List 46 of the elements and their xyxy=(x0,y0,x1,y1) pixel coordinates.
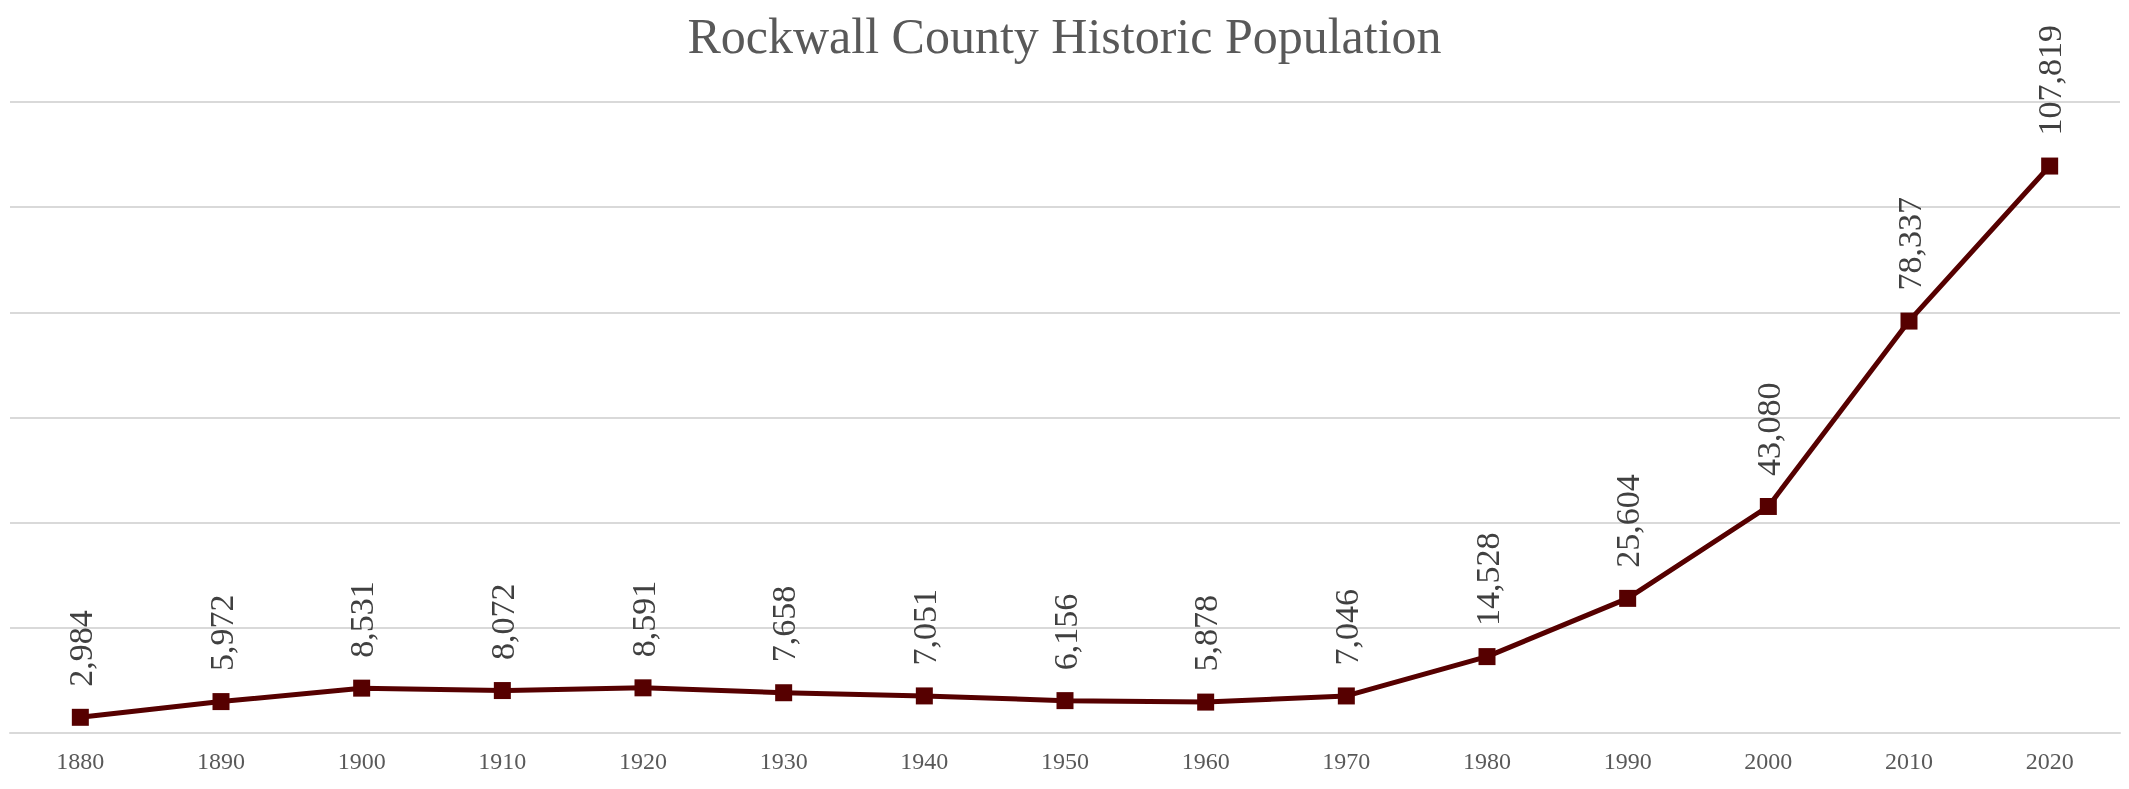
data-label: 7,051 xyxy=(905,588,943,666)
point xyxy=(353,679,371,697)
x-tick-label: 1990 xyxy=(1603,748,1652,774)
x-tick-label: 1970 xyxy=(1322,748,1371,774)
x-tick-label: 1950 xyxy=(1041,748,1089,774)
point xyxy=(1619,589,1637,607)
point xyxy=(634,679,652,697)
x-tick-label: 1920 xyxy=(619,748,667,774)
x-tick-label: 1890 xyxy=(197,748,245,774)
data-label: 14,528 xyxy=(1468,532,1506,627)
data-label: 78,337 xyxy=(1890,197,1928,291)
point xyxy=(2041,157,2059,175)
chart-title: Rockwall County Historic Population xyxy=(687,8,1442,64)
point xyxy=(1056,692,1074,710)
x-tick-label: 2020 xyxy=(2025,748,2074,774)
point xyxy=(1478,648,1496,666)
point xyxy=(71,708,89,726)
data-label: 5,972 xyxy=(202,594,240,672)
data-label: 2,984 xyxy=(61,610,99,687)
data-label: 25,604 xyxy=(1609,474,1647,568)
data-label: 5,878 xyxy=(1187,595,1225,672)
point xyxy=(1197,693,1215,711)
point xyxy=(212,693,230,711)
x-tick-label: 2000 xyxy=(1744,748,1793,774)
point xyxy=(775,684,793,702)
data-label: 8,531 xyxy=(343,581,381,658)
data-label: 7,046 xyxy=(1327,588,1365,666)
data-label: 107,819 xyxy=(2031,25,2069,136)
data-label: 7,658 xyxy=(765,585,803,663)
point xyxy=(1900,312,1918,330)
x-tick-label: 1980 xyxy=(1463,748,1511,774)
x-tick-label: 1940 xyxy=(900,748,949,774)
x-tick-label: 2010 xyxy=(1885,748,1933,774)
point xyxy=(1759,497,1777,515)
point xyxy=(1337,687,1355,705)
data-label: 8,072 xyxy=(483,583,521,661)
data-label: 6,156 xyxy=(1046,593,1084,671)
x-tick-label: 1910 xyxy=(478,748,527,774)
data-label: 8,591 xyxy=(624,580,662,658)
point xyxy=(915,687,933,705)
x-tick-label: 1880 xyxy=(56,748,105,774)
x-tick-label: 1960 xyxy=(1181,748,1230,774)
point xyxy=(493,682,511,700)
x-tick-label: 1900 xyxy=(337,748,386,774)
data-label: 43,080 xyxy=(1749,382,1787,476)
x-tick-label: 1930 xyxy=(759,748,808,774)
